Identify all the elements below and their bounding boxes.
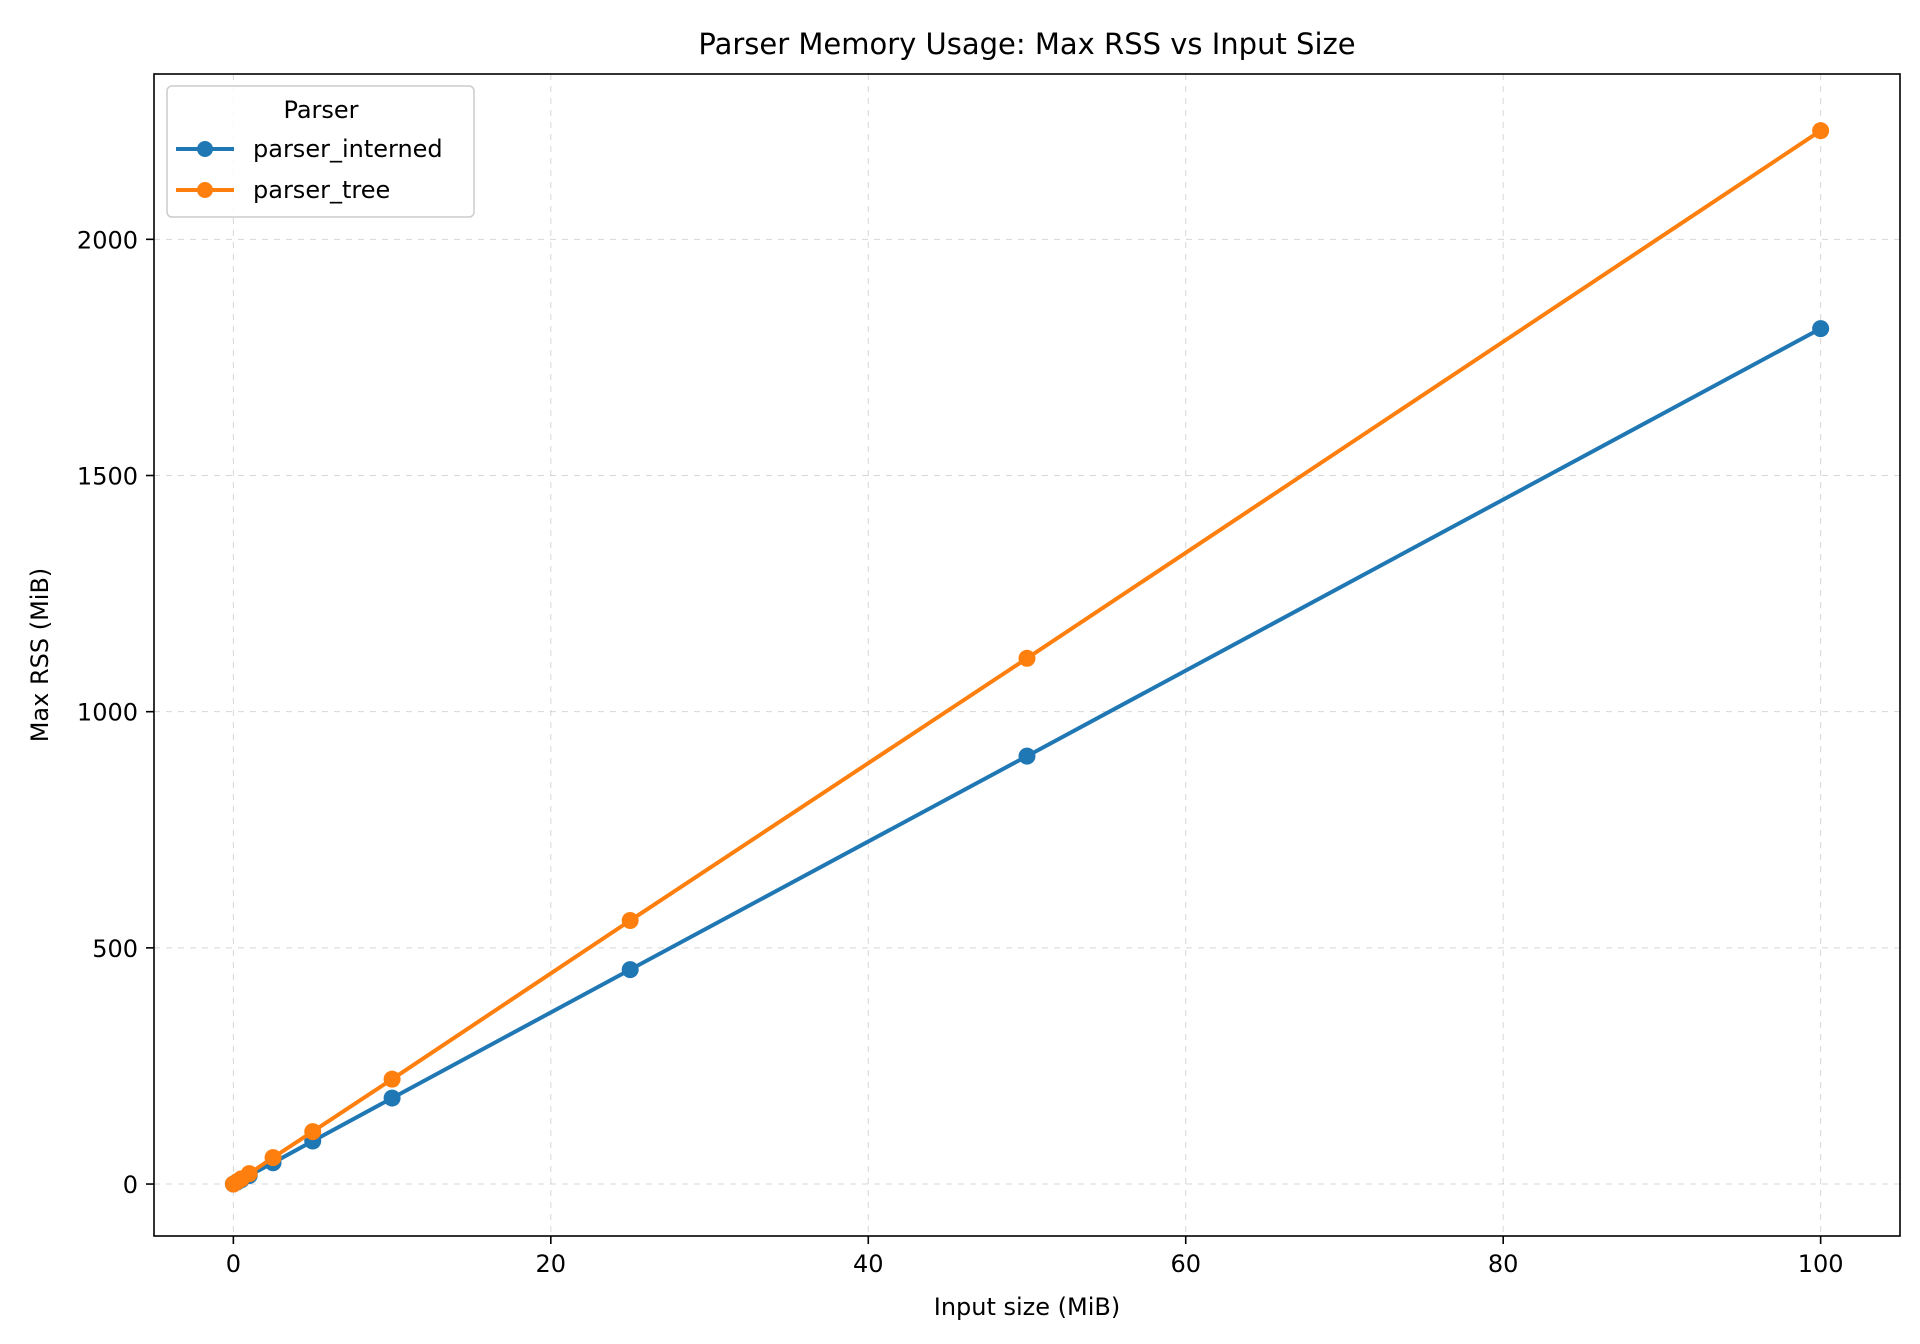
chart-title: Parser Memory Usage: Max RSS vs Input Si… xyxy=(698,27,1355,61)
data-point-parser-tree xyxy=(1812,122,1830,140)
legend-marker-parser-tree xyxy=(197,182,213,198)
y-tick-label: 1500 xyxy=(77,463,138,491)
x-tick-label: 20 xyxy=(536,1250,567,1278)
x-axis-label: Input size (MiB) xyxy=(934,1293,1121,1321)
legend-label-parser-tree: parser_tree xyxy=(253,176,390,204)
y-axis: 0 500 1000 1500 2000 xyxy=(77,226,154,1199)
data-point-parser-interned xyxy=(1812,320,1830,338)
x-tick-label: 100 xyxy=(1798,1250,1844,1278)
y-tick-label: 1000 xyxy=(77,699,138,727)
legend: Parser parser_interned parser_tree xyxy=(166,85,475,218)
legend-title: Parser xyxy=(283,96,358,124)
x-tick-label: 40 xyxy=(853,1250,884,1278)
series-layer xyxy=(224,122,1830,1193)
y-axis-label: Max RSS (MiB) xyxy=(26,568,54,743)
data-point-parser-tree xyxy=(621,911,639,929)
x-tick-label: 0 xyxy=(226,1250,241,1278)
legend-marker-parser-interned xyxy=(197,141,213,157)
grid xyxy=(154,74,1900,1236)
data-point-parser-tree xyxy=(1018,649,1036,667)
x-tick-label: 60 xyxy=(1170,1250,1201,1278)
x-tick-label: 80 xyxy=(1488,1250,1519,1278)
data-point-parser-tree xyxy=(264,1149,282,1167)
legend-box xyxy=(166,85,475,218)
y-tick-label: 2000 xyxy=(77,226,138,254)
data-point-parser-interned xyxy=(383,1089,401,1107)
data-point-parser-interned xyxy=(621,961,639,979)
y-tick-label: 500 xyxy=(92,935,138,963)
y-tick-label: 0 xyxy=(123,1171,138,1199)
plot-area-frame xyxy=(153,73,1901,1237)
x-axis: 0 20 40 60 80 100 xyxy=(226,1236,1844,1278)
legend-label-parser-interned: parser_interned xyxy=(253,135,443,163)
data-point-parser-interned xyxy=(1018,747,1036,765)
data-point-parser-tree xyxy=(304,1123,322,1141)
data-point-parser-tree xyxy=(240,1165,258,1183)
data-point-parser-tree xyxy=(383,1070,401,1088)
